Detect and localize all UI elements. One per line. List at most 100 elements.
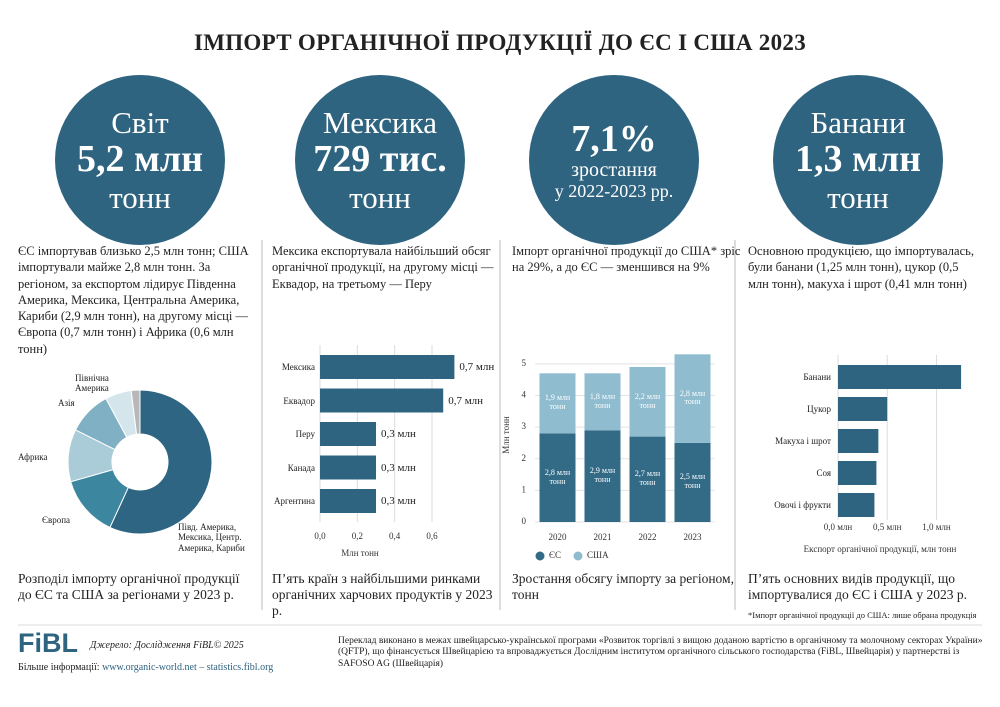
pie-slice (109, 389, 213, 535)
value-label: 2,8 млн тонн (544, 467, 571, 486)
description: Імпорт органічної продукції до США* зріс… (512, 244, 741, 275)
value-label: 0,7 млн (459, 361, 495, 373)
category-label: Мексика (281, 361, 315, 372)
stat-circle: Мексика 729 тис. тонн (295, 75, 465, 245)
value-label: 0,3 млн (381, 428, 416, 440)
bar (320, 388, 444, 413)
slice-label: Азія (58, 398, 75, 408)
legend-label: США (587, 550, 609, 560)
caption: Зростання обсягу імпорту за регіоном, то… (512, 571, 734, 603)
more-links[interactable]: www.organic-world.net – statistics.fibl.… (102, 662, 274, 673)
x-tick-label: 0,2 (352, 531, 363, 541)
stat-circle: Банани 1,3 млн тонн (773, 75, 943, 245)
bar (320, 489, 376, 513)
value-label: 2,8 млн тонн (679, 388, 706, 407)
description: Основною продукцією, що імпортувалась, б… (748, 244, 974, 291)
x-axis-label: Млн тонн (341, 548, 379, 558)
category-label: Овочі і фрукти (774, 499, 831, 510)
bar-segment (584, 373, 621, 431)
value-label: 0,7 млн (448, 394, 484, 407)
caption: П’ять основних видів продукції, що імпор… (748, 571, 967, 603)
bar-segment (539, 373, 576, 434)
x-tick-label: 2023 (684, 532, 703, 542)
stat-circle: Світ 5,2 млн тонн (55, 75, 225, 245)
bar-segment (674, 442, 711, 522)
stat-line: 729 тис. (313, 138, 447, 181)
x-tick-label: 2022 (639, 532, 657, 542)
bar-segment (674, 354, 711, 443)
category-label: Макуха і шрот (775, 435, 831, 446)
x-tick-label: 2020 (549, 532, 568, 542)
bar (838, 493, 875, 517)
y-axis-label: Млн тонн (501, 416, 511, 454)
bar (320, 355, 455, 379)
category-label: Перу (295, 428, 315, 439)
caption: Розподіл імпорту органічної продукції до… (18, 571, 240, 603)
category-label: Банани (803, 371, 831, 382)
value-label: 2,5 млн тонн (679, 472, 706, 491)
stat-circle: 7,1% зростання у 2022-2023 рр. (529, 75, 699, 245)
x-tick-label: 0,5 млн (873, 522, 902, 532)
caption: П’ять країн з найбільшими ринками органі… (272, 571, 493, 619)
stat-line: Банани (810, 105, 906, 141)
stat-line: тонн (109, 179, 171, 215)
footnote: *Імпорт органічної продукції до США: лиш… (748, 610, 977, 620)
legend-label: ЄС (549, 550, 561, 560)
more-info: Більше інформації: www.organic-world.net… (18, 662, 273, 673)
stat-line: зростання (571, 159, 657, 181)
legend-swatch (573, 551, 583, 561)
stat-line: тонн (827, 179, 889, 215)
value-label: 2,2 млн тонн (634, 391, 661, 410)
stat-line: Мексика (323, 105, 437, 141)
bar (320, 422, 376, 446)
bar (838, 429, 879, 453)
bar-segment (629, 436, 666, 522)
description: ЄС імпортував близько 2,5 млн тонн; США … (18, 244, 249, 356)
x-tick-label: 1,0 млн (922, 522, 951, 532)
bar (838, 365, 962, 389)
description: Мексика експортувала найбільший обсяг ор… (272, 244, 494, 291)
category-label: Канада (287, 462, 315, 473)
translation-note: Переклад виконано в межах швейцарсько-ук… (338, 636, 983, 669)
y-tick-label: 3 (522, 421, 527, 431)
stat-line: тонн (349, 179, 411, 215)
value-label: 2,9 млн тонн (589, 466, 616, 485)
stat-line: 5,2 млн (76, 138, 204, 181)
category-label: Еквадор (283, 395, 315, 406)
slice-label: Африка (18, 452, 48, 462)
x-tick-label: 2021 (594, 532, 612, 542)
bar-segment (629, 366, 666, 437)
y-tick-label: 4 (522, 390, 527, 400)
bar (838, 397, 888, 421)
bar-segment (539, 433, 576, 522)
category-label: Соя (816, 467, 831, 478)
value-label: 1,9 млн тонн (544, 393, 571, 412)
slice-label: Європа (42, 515, 71, 525)
more-label: Більше інформації: (18, 662, 100, 673)
stat-line: 1,3 млн (794, 138, 922, 181)
pie-slice (130, 389, 141, 435)
x-tick-label: 0,0 млн (824, 522, 853, 532)
y-tick-label: 5 (522, 358, 527, 368)
logo: FiBL (18, 628, 78, 658)
value-label: 0,3 млн (381, 461, 416, 474)
source: Джерело: Дослідження FiBL© 2025 (90, 640, 244, 651)
legend-swatch (535, 551, 545, 561)
bar (320, 455, 376, 480)
page-title: ІМПОРТ ОРГАНІЧНОЇ ПРОДУКЦІЇ ДО ЄС І США … (193, 30, 807, 55)
stat-line: Світ (111, 105, 169, 141)
y-tick-label: 1 (522, 484, 527, 494)
stat-line: 7,1% (571, 117, 657, 160)
value-label: 2,7 млн тонн (634, 469, 661, 488)
x-tick-label: 0,0 (314, 531, 326, 541)
slice-label: Півд. Америка, Мексика, Центр. Америка, … (178, 522, 245, 553)
x-tick-label: 0,4 (389, 531, 401, 541)
y-tick-label: 0 (522, 516, 527, 526)
value-label: 1,8 млн тонн (589, 391, 616, 410)
bar-segment (584, 430, 621, 522)
x-tick-label: 0,6 (426, 531, 438, 541)
stat-line: у 2022-2023 рр. (554, 180, 674, 201)
bar (838, 461, 877, 485)
